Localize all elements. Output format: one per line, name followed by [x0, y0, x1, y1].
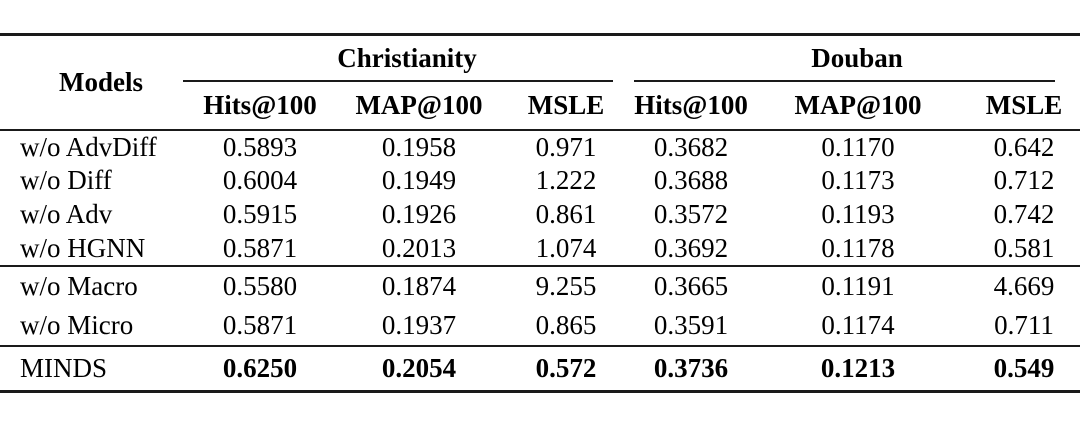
table-row: MINDS 0.6250 0.2054 0.572 0.3736 0.1213 … [0, 346, 1080, 392]
table-row: w/o AdvDiff 0.5893 0.1958 0.971 0.3682 0… [0, 130, 1080, 164]
table-row: w/o Macro 0.5580 0.1874 9.255 0.3665 0.1… [0, 266, 1080, 306]
value-cell: 0.711 [994, 309, 1054, 340]
group-header-douban: Douban [634, 35, 1080, 82]
model-name: w/o HGNN [20, 232, 146, 263]
column-header-map100-douban: MAP@100 [794, 89, 922, 120]
value-cell: 0.3682 [653, 131, 729, 162]
value-cell: 0.5580 [222, 270, 298, 301]
value-cell: 0.1191 [821, 270, 895, 301]
value-cell: 0.861 [535, 199, 597, 229]
value-cell: 0.1874 [381, 270, 457, 301]
value-cell: 0.5915 [222, 199, 298, 229]
model-name: w/o Diff [20, 165, 112, 195]
group-header-christianity: Christianity [180, 35, 634, 82]
value-cell: 4.669 [993, 270, 1055, 301]
value-cell: 0.6250 [222, 352, 298, 383]
value-cell: 0.3665 [653, 270, 729, 301]
table-row: w/o Micro 0.5871 0.1937 0.865 0.3591 0.1… [0, 306, 1080, 346]
model-name: MINDS [20, 352, 108, 383]
value-cell: 0.1174 [821, 309, 895, 340]
value-cell: 0.742 [993, 199, 1055, 229]
table-row: w/o HGNN 0.5871 0.2013 1.074 0.3692 0.11… [0, 232, 1080, 266]
value-cell: 0.2013 [381, 232, 457, 263]
column-header-msle-douban: MSLE [985, 89, 1063, 120]
table-header: Models Christianity Douban Hits@100 MAP@… [0, 35, 1080, 130]
value-cell: 0.3572 [653, 199, 729, 229]
column-header-hits100-christianity: Hits@100 [203, 89, 317, 120]
full-model-section: MINDS 0.6250 0.2054 0.572 0.3736 0.1213 … [0, 345, 1080, 392]
value-cell: 9.255 [535, 270, 597, 301]
value-cell: 0.1949 [381, 165, 457, 195]
model-name: w/o Micro [20, 309, 134, 340]
value-cell: 0.642 [993, 131, 1055, 162]
column-header-hits100-douban: Hits@100 [634, 89, 748, 120]
group-header-row: Models Christianity Douban [0, 35, 1080, 97]
table-row: w/o Diff 0.6004 0.1949 1.222 0.3688 0.11… [0, 164, 1080, 198]
value-cell: 0.6004 [222, 165, 298, 195]
value-cell: 0.1937 [381, 309, 457, 340]
ablation-section-macro-micro: w/o Macro 0.5580 0.1874 9.255 0.3665 0.1… [0, 265, 1080, 346]
value-cell: 1.222 [535, 165, 597, 195]
model-name: w/o Macro [20, 270, 138, 301]
model-name: w/o AdvDiff [20, 131, 157, 162]
metric-header-row: Hits@100 MAP@100 MSLE Hits@100 MAP@100 M… [0, 82, 1080, 130]
value-cell: 1.074 [535, 232, 597, 263]
value-cell: 0.1958 [381, 131, 457, 162]
value-cell: 0.3692 [653, 232, 729, 263]
value-cell: 0.572 [535, 352, 597, 383]
ablation-results-table: Models Christianity Douban Hits@100 MAP@… [0, 33, 1080, 393]
value-cell: 0.1926 [381, 199, 457, 229]
models-column-header: Models [59, 66, 143, 97]
value-cell: 0.549 [993, 352, 1055, 383]
value-cell: 0.3591 [653, 309, 729, 340]
value-cell: 0.3736 [653, 352, 729, 383]
value-cell: 0.865 [535, 309, 597, 340]
column-header-map100-christianity: MAP@100 [355, 89, 483, 120]
value-cell: 0.1193 [821, 199, 895, 229]
value-cell: 0.1173 [821, 165, 895, 195]
ablation-section-components: w/o AdvDiff 0.5893 0.1958 0.971 0.3682 0… [0, 130, 1080, 266]
value-cell: 0.2054 [381, 352, 457, 383]
value-cell: 0.1170 [821, 131, 895, 162]
value-cell: 0.1178 [821, 232, 895, 263]
model-name: w/o Adv [20, 199, 113, 229]
value-cell: 0.5871 [222, 309, 298, 340]
paper-page: Models Christianity Douban Hits@100 MAP@… [0, 33, 1080, 393]
value-cell: 0.5893 [222, 131, 298, 162]
value-cell: 0.581 [993, 232, 1055, 263]
value-cell: 0.971 [535, 131, 597, 162]
value-cell: 0.1213 [820, 352, 896, 383]
value-cell: 0.712 [993, 165, 1055, 195]
table-row: w/o Adv 0.5915 0.1926 0.861 0.3572 0.119… [0, 198, 1080, 232]
value-cell: 0.3688 [653, 165, 729, 195]
column-header-msle-christianity: MSLE [527, 89, 605, 120]
value-cell: 0.5871 [222, 232, 298, 263]
